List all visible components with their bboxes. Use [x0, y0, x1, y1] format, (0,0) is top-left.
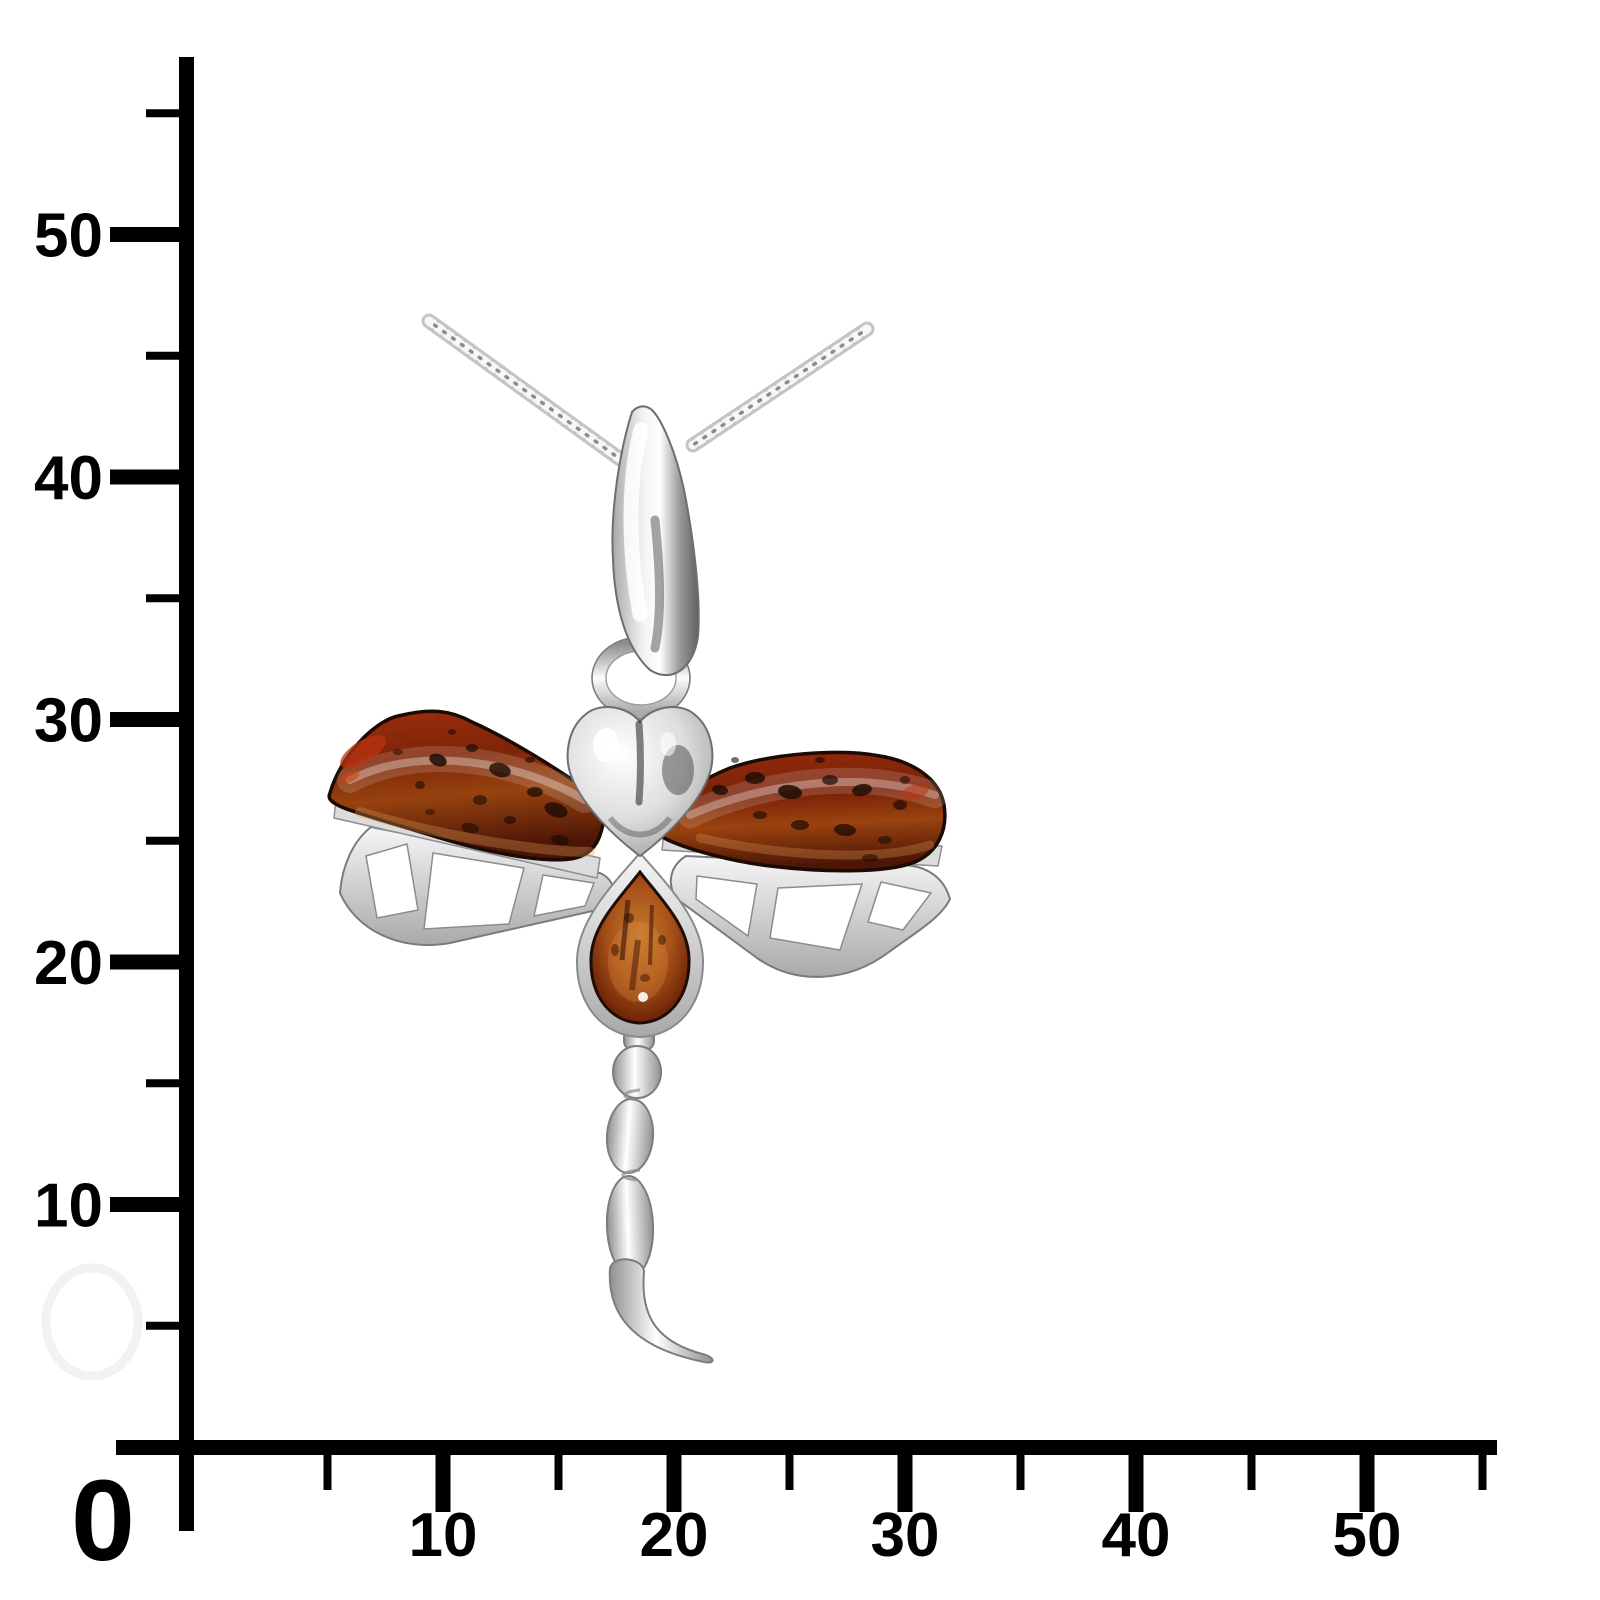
y-axis-tick-label: 40 [34, 444, 103, 513]
y-axis-tick-label: 10 [34, 1172, 103, 1241]
x-axis-minor-tick [1016, 1440, 1025, 1490]
x-axis-major-tick [897, 1440, 913, 1512]
x-axis-major-tick [435, 1440, 451, 1512]
x-axis-minor-tick [1478, 1440, 1487, 1490]
x-axis-tick-label: 50 [1333, 1501, 1402, 1570]
x-axis-tick-label: 30 [871, 1501, 940, 1570]
necklace-chain-right [685, 321, 875, 453]
y-axis-labels: 10 20 30 40 50 [34, 202, 103, 1241]
x-axis-minor-tick [1247, 1440, 1256, 1490]
y-axis-minor-tick [146, 351, 186, 360]
origin-label: 0 [71, 1457, 135, 1585]
x-axis-major-tick [666, 1440, 682, 1512]
x-axis-labels: 10 20 30 40 50 [409, 1501, 1402, 1570]
y-axis-ticks [110, 109, 186, 1330]
y-axis-major-tick [110, 712, 186, 727]
y-axis-major-tick [110, 954, 186, 970]
x-axis-minor-tick [554, 1440, 563, 1490]
necklace-chain-left [421, 313, 628, 467]
y-axis-major-tick [110, 1197, 186, 1212]
amber-wing-left [327, 709, 606, 862]
x-axis-tick-label: 40 [1102, 1501, 1171, 1570]
dragonfly-tail [605, 1027, 714, 1364]
y-axis-minor-tick [146, 1079, 186, 1088]
y-axis-minor-tick [146, 1321, 186, 1330]
x-axis-major-tick [1359, 1440, 1375, 1512]
x-axis-tick-label: 20 [640, 1501, 709, 1570]
measurement-ruler: 10 20 30 40 50 10 20 30 40 50 0 [34, 57, 1497, 1585]
x-axis-major-tick [1128, 1440, 1144, 1512]
y-axis-major-tick [110, 469, 186, 485]
y-axis-minor-tick [146, 594, 186, 603]
x-axis-minor-tick [785, 1440, 794, 1490]
x-axis-ticks [323, 1440, 1487, 1512]
y-axis-minor-tick [146, 109, 186, 118]
amber-wing-right [650, 750, 948, 873]
dragonfly-pendant-image [327, 313, 952, 1364]
x-axis-tick-label: 10 [409, 1501, 478, 1570]
y-axis-minor-tick [146, 836, 186, 845]
ruler-x-axis [116, 1440, 1497, 1455]
silver-underwing-left [338, 825, 615, 946]
x-axis-minor-tick [323, 1440, 332, 1490]
y-axis-tick-label: 50 [34, 202, 103, 271]
y-axis-tick-label: 30 [34, 687, 103, 756]
amber-body-teardrop [575, 851, 705, 1039]
watermark-circle [41, 1263, 143, 1381]
y-axis-major-tick [110, 227, 186, 242]
y-axis-tick-label: 20 [34, 929, 103, 998]
ruler-y-axis [179, 57, 194, 1531]
silver-underwing-right [669, 854, 952, 978]
dragonfly-head [566, 706, 714, 858]
pendant-bail [611, 405, 700, 676]
